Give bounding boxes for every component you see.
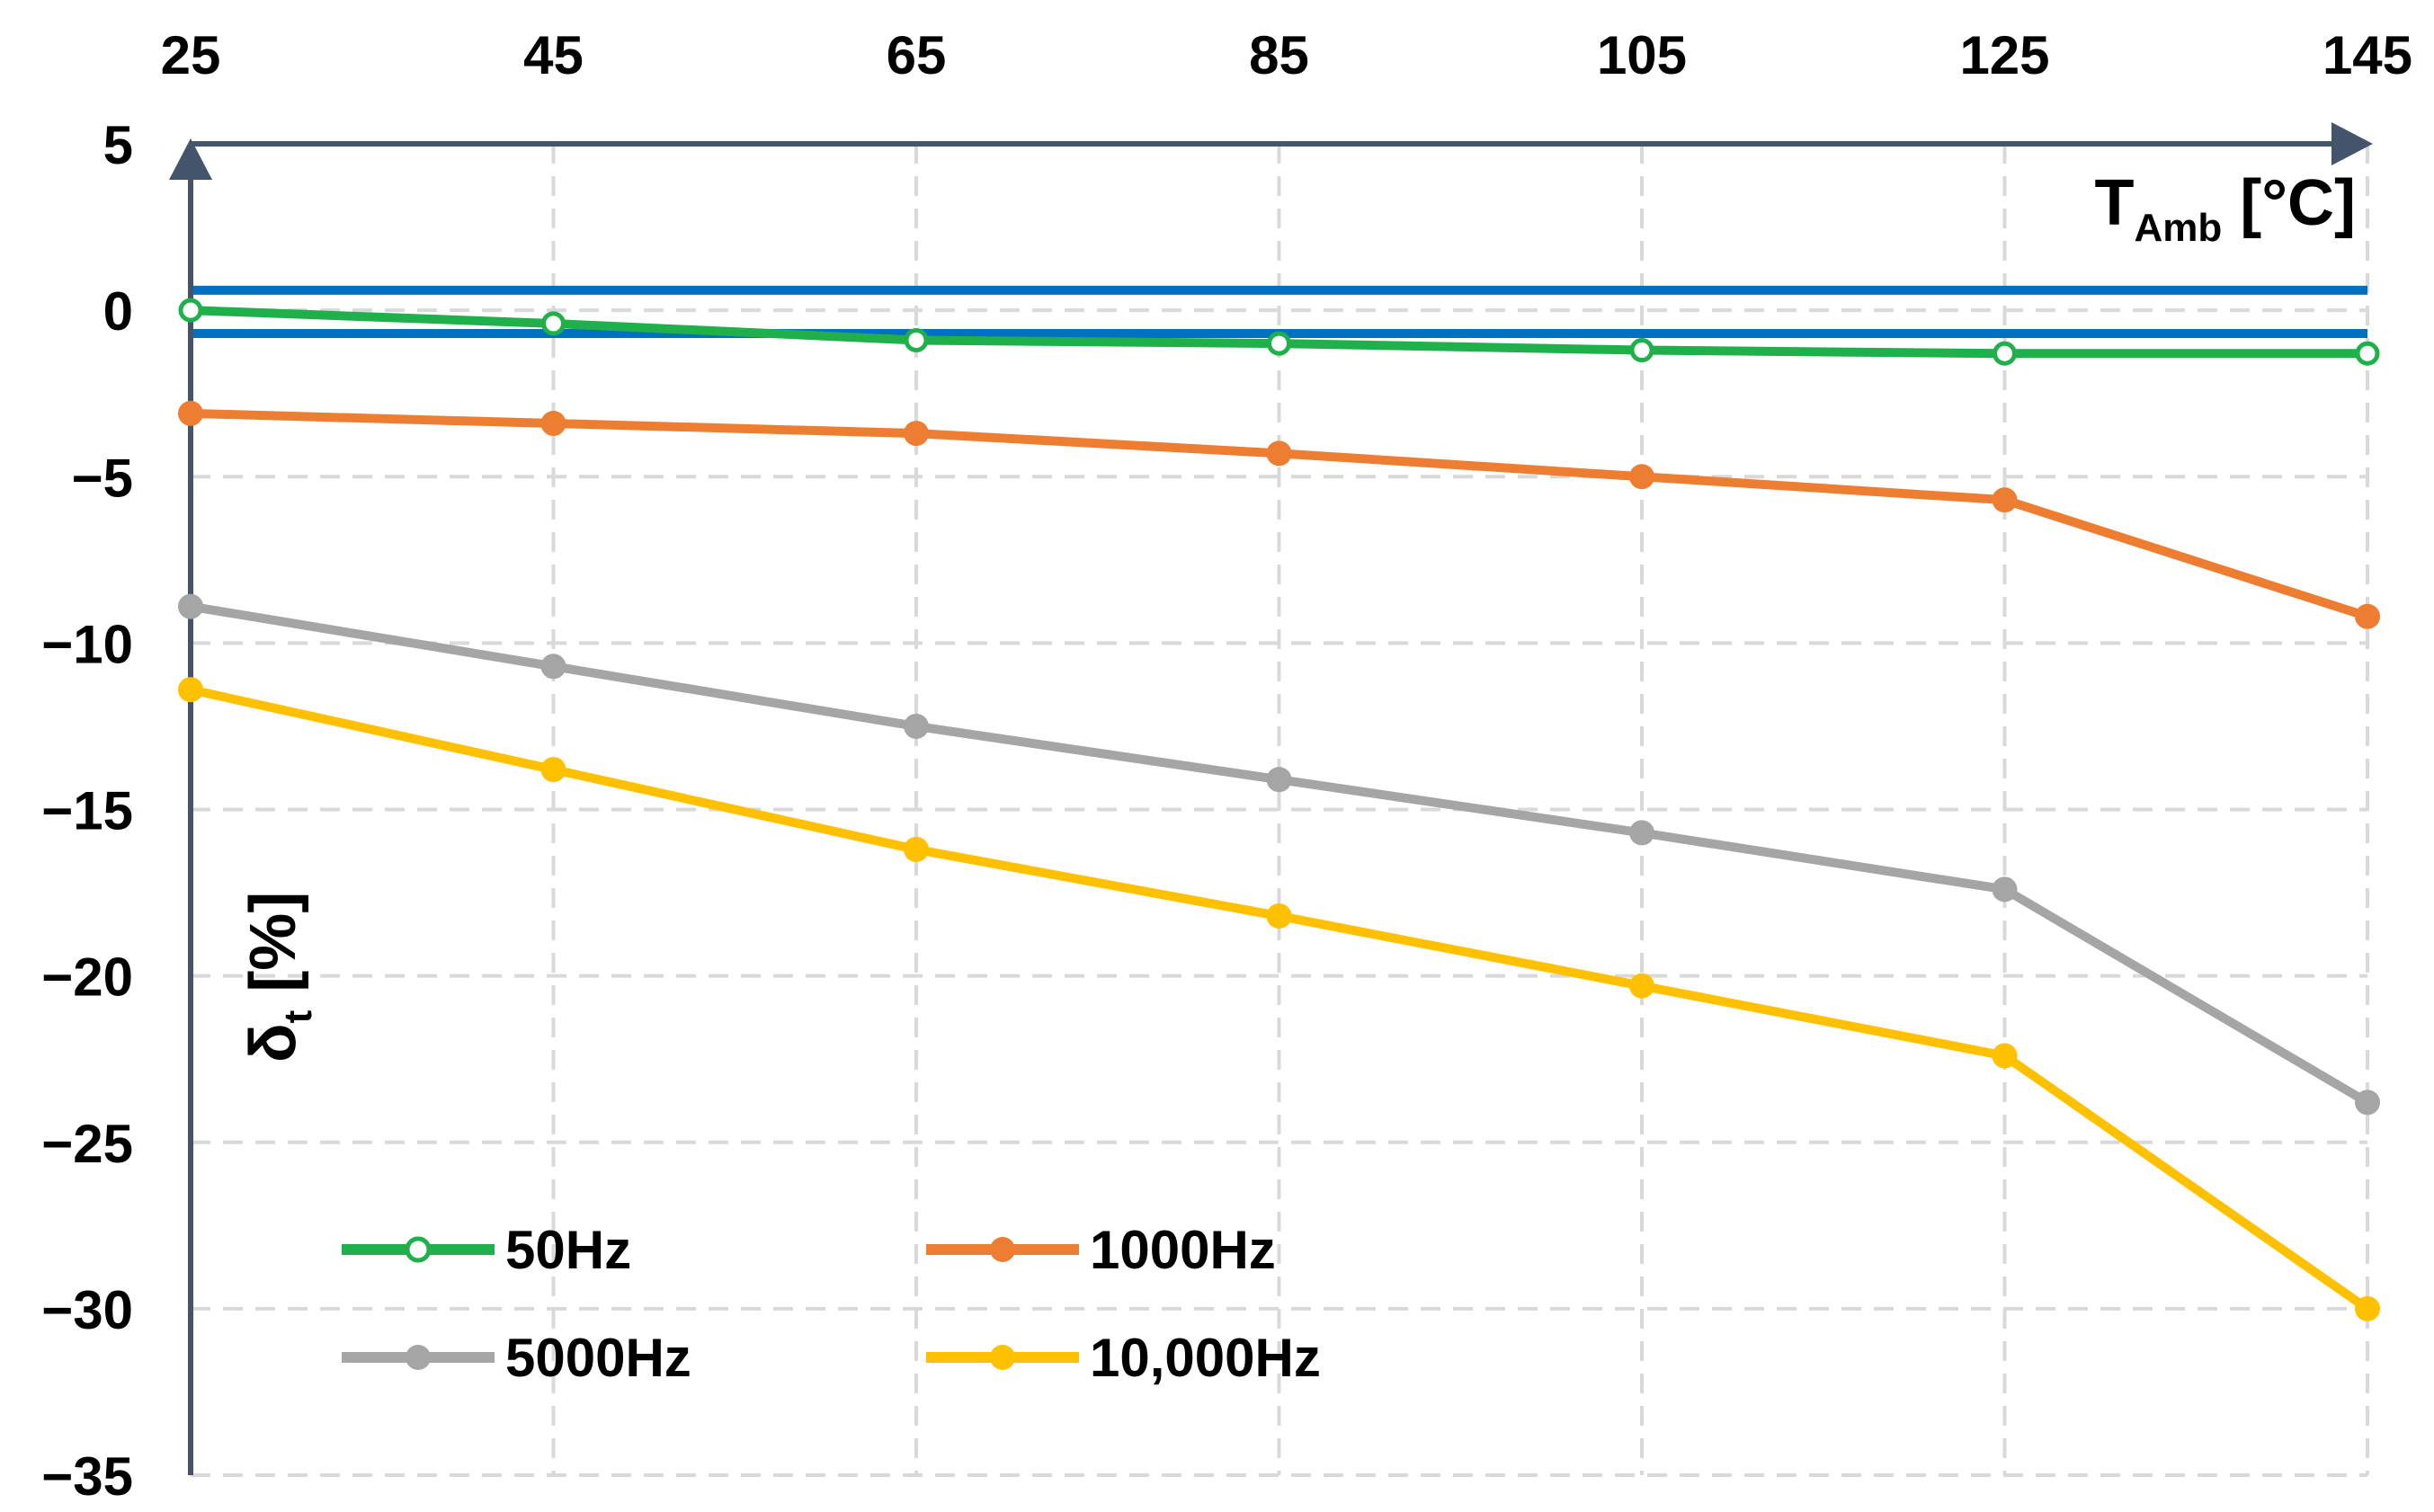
x-axis-arrowhead [2331, 122, 2373, 165]
x-tick-label: 25 [161, 25, 221, 85]
grid-layer [191, 144, 2369, 1477]
data-point [540, 757, 566, 783]
data-point [178, 400, 203, 426]
x-tick-label: 125 [1959, 25, 2049, 85]
data-point [2355, 1090, 2380, 1116]
y-axis-title-main: δ [237, 1023, 309, 1063]
series-3 [178, 677, 2380, 1321]
legend-swatch-marker [405, 1236, 432, 1263]
legend-item: 50Hz [342, 1220, 631, 1280]
legend-swatch-marker [990, 1237, 1015, 1262]
data-point [2355, 341, 2380, 366]
x-axis-title-sub: Amb [2134, 206, 2222, 250]
legend-swatch-marker [406, 1345, 431, 1370]
data-point [1267, 331, 1291, 356]
legend-item: 5000Hz [342, 1328, 691, 1388]
data-point [178, 677, 203, 703]
x-tick-label: 105 [1597, 25, 1687, 85]
data-point [904, 421, 929, 447]
x-tick-label: 85 [1249, 25, 1309, 85]
y-tick-label: −10 [41, 614, 133, 674]
data-point [540, 654, 566, 680]
x-tick-label: 65 [887, 25, 947, 85]
data-point [178, 593, 203, 619]
series-2 [178, 593, 2380, 1116]
y-tick-label: 5 [103, 115, 133, 175]
data-point [904, 836, 929, 862]
x-tick-label: 45 [523, 25, 584, 85]
data-point [1629, 973, 1654, 999]
data-point [541, 311, 566, 336]
legend: 50Hz 1000Hz 5000Hz 10,000Hz [342, 1220, 1321, 1388]
series-0 [178, 298, 2380, 366]
legend-label: 5000Hz [505, 1328, 691, 1388]
series-layer [178, 298, 2380, 1321]
legend-item: 1000Hz [926, 1220, 1276, 1280]
tick-labels: 25 45 65 85 105 125 145 5 0 −5 −10 −15 −20 −25 −30 −35 [41, 25, 2412, 1507]
data-point [1629, 338, 1654, 363]
data-point [1266, 767, 1292, 793]
data-point [904, 327, 929, 352]
y-axis-arrowhead [169, 138, 212, 180]
data-point [1993, 341, 2017, 366]
data-point [540, 411, 566, 437]
y-tick-label: −30 [41, 1280, 133, 1340]
y-tick-label: −20 [41, 947, 133, 1008]
data-point [1992, 876, 2018, 903]
y-axis-title-unit: [%] [237, 892, 309, 1010]
data-point [178, 298, 203, 323]
x-axis-title: TAmb [°C] [2094, 167, 2356, 250]
y-tick-label: −35 [41, 1446, 133, 1507]
data-point [904, 713, 929, 739]
y-tick-label: −15 [41, 781, 133, 841]
x-tick-label: 145 [2323, 25, 2412, 85]
legend-label: 1000Hz [1090, 1220, 1276, 1280]
legend-label: 50Hz [505, 1220, 631, 1280]
data-point [1992, 1043, 2018, 1069]
data-point [1629, 820, 1654, 846]
data-point [1266, 903, 1292, 929]
data-point [2355, 1295, 2380, 1321]
data-point [1629, 464, 1654, 490]
y-tick-label: 0 [103, 281, 133, 342]
legend-item: 10,000Hz [926, 1328, 1321, 1388]
data-point [1266, 440, 1292, 467]
x-axis-title-unit: [°C] [2222, 167, 2356, 239]
data-point [1992, 487, 2018, 513]
legend-label: 10,000Hz [1090, 1328, 1321, 1388]
y-tick-label: −5 [72, 448, 133, 508]
series-1 [178, 400, 2380, 629]
axes [169, 122, 2373, 1475]
y-tick-label: −25 [41, 1114, 133, 1174]
y-axis-title: δt [%] [237, 892, 320, 1063]
data-point [2355, 603, 2380, 629]
x-axis-title-main: T [2094, 167, 2134, 239]
y-axis-title-sub: t [276, 1009, 320, 1023]
legend-swatch-marker [990, 1345, 1015, 1370]
